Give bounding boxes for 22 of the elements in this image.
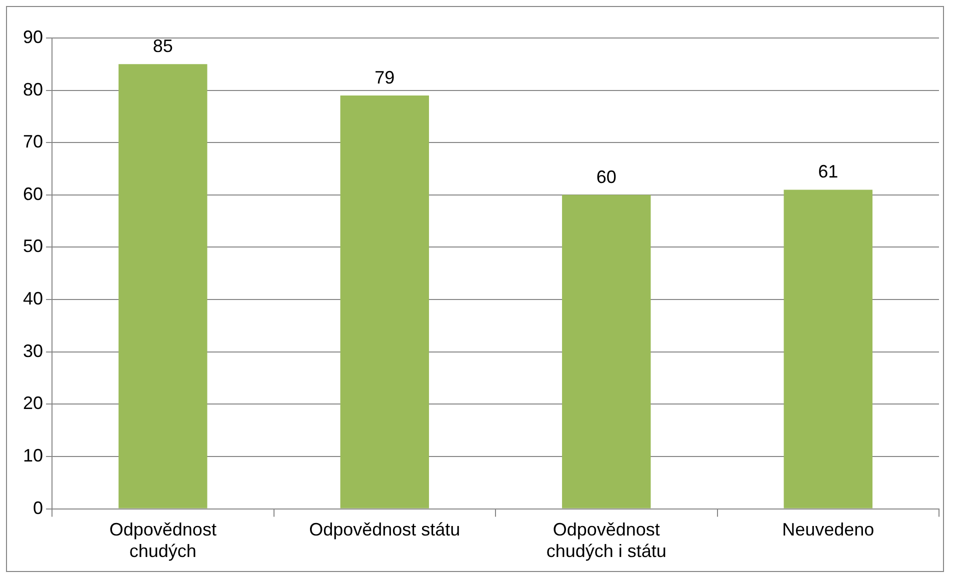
x-tick-label: Odpovědnost chudých bbox=[109, 520, 216, 562]
y-tick-label: 0 bbox=[33, 498, 44, 518]
y-tick-label: 40 bbox=[22, 288, 44, 309]
y-tick-label: 30 bbox=[22, 340, 44, 361]
bar bbox=[784, 190, 872, 508]
x-tick-label: Neuvedeno bbox=[782, 520, 874, 540]
y-tick-label: 10 bbox=[22, 445, 44, 466]
y-tick-label: 70 bbox=[22, 132, 44, 152]
data-label: 79 bbox=[374, 68, 395, 88]
y-tick-label: 20 bbox=[22, 393, 44, 414]
data-label: 60 bbox=[596, 166, 616, 187]
y-tick-label: 60 bbox=[22, 184, 44, 204]
x-tick-label: Odpovědnost státu bbox=[309, 520, 460, 540]
bar bbox=[118, 64, 208, 508]
bar bbox=[340, 96, 429, 508]
y-tick-label: 50 bbox=[22, 236, 44, 256]
y-tick-label: 80 bbox=[22, 79, 44, 100]
y-tick-label: 90 bbox=[22, 26, 44, 47]
data-label: 85 bbox=[152, 36, 173, 56]
data-label: 61 bbox=[818, 162, 838, 182]
bar bbox=[562, 194, 651, 508]
x-tick-label: Odpovědnost chudých i státu bbox=[546, 520, 666, 562]
